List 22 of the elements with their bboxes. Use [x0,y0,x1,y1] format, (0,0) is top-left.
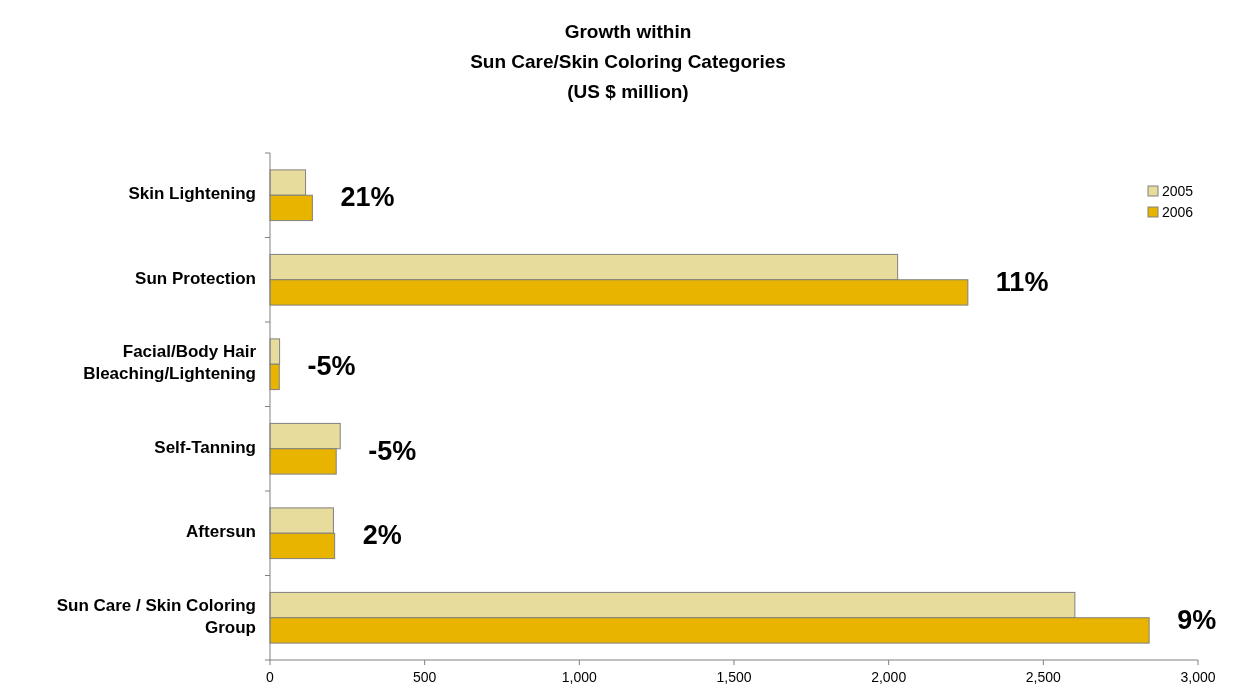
x-tick-label: 0 [266,669,275,685]
y-tick-label: Sun Protection [135,269,256,289]
y-tick-label: Facial/Body Hair Bleaching/Lightening [83,342,257,384]
annotation: 2% [362,520,402,551]
y-tick-label: Aftersun [186,522,256,542]
annotation: -5% [307,351,356,382]
y-tick-label: Self-Tanning [154,438,256,458]
chart-title: Growth within Sun Care/Skin Coloring Categories (US $ million) [470,21,786,102]
y-tick-label: Sun Care / Skin Coloring Group [56,596,256,638]
x-tick-label: 2,000 [871,669,907,685]
annotation: -5% [368,435,417,466]
y-tick-label: Skin Lightening [128,184,256,204]
legend-label: 2005 [1162,183,1194,199]
x-tick-label: 1,000 [561,669,598,685]
annotation: 11% [995,266,1049,297]
x-tick-label: 3,000 [1180,669,1216,685]
legend-label: 2006 [1162,204,1194,220]
annotation: 9% [1177,604,1217,635]
x-tick-label: 2,500 [1025,669,1062,685]
annotation: 21% [340,182,395,213]
x-tick-label: 500 [412,669,437,685]
x-tick-label: 1,500 [716,669,752,685]
